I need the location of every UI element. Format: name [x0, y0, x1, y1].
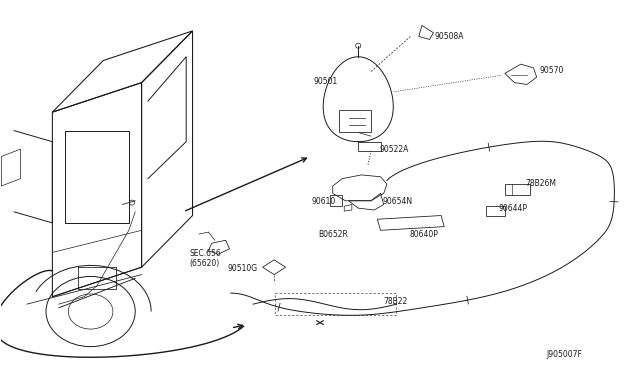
- Text: 80640P: 80640P: [409, 230, 438, 238]
- Text: 90570: 90570: [540, 66, 564, 75]
- Text: 90501: 90501: [314, 77, 338, 86]
- Text: 78B22: 78B22: [384, 297, 408, 306]
- Text: J905007F: J905007F: [546, 350, 582, 359]
- Text: 90610: 90610: [311, 197, 335, 206]
- Text: B0652R: B0652R: [319, 230, 349, 238]
- Text: 90508A: 90508A: [435, 32, 464, 41]
- Text: 90510G: 90510G: [228, 264, 258, 273]
- Text: 90644P: 90644P: [499, 204, 527, 213]
- Text: 78B26M: 78B26M: [525, 179, 556, 188]
- Text: SEC.656
(65620): SEC.656 (65620): [189, 249, 221, 268]
- Text: 90654N: 90654N: [383, 197, 413, 206]
- Text: 90522A: 90522A: [380, 145, 408, 154]
